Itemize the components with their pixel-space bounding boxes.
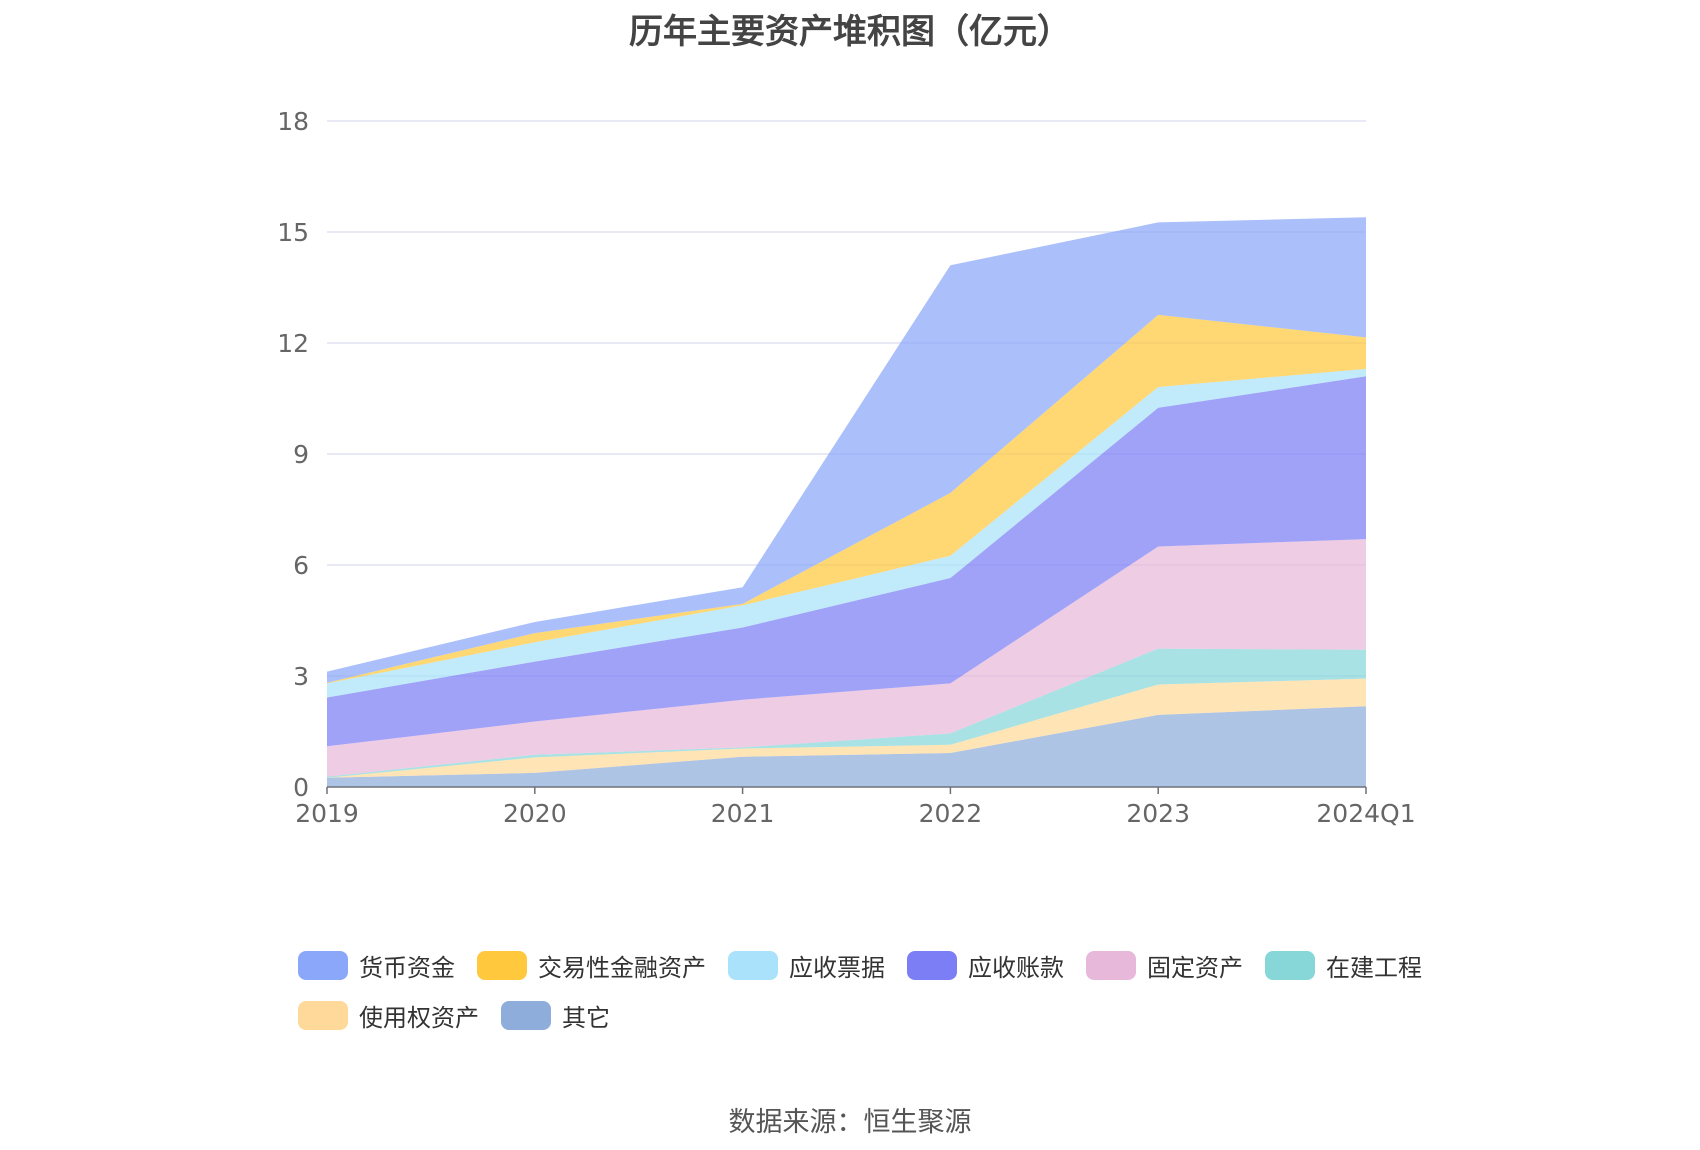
legend-swatch — [501, 1000, 551, 1030]
area-其它 — [327, 706, 1366, 787]
area-在建工程 — [327, 648, 1366, 778]
x-tick-label: 2024Q1 — [1316, 799, 1415, 828]
area-固定资产 — [327, 539, 1366, 777]
legend-label: 固定资产 — [1147, 953, 1243, 982]
area-应收账款 — [327, 376, 1366, 747]
x-tick-label: 2020 — [503, 799, 567, 828]
legend-label: 货币资金 — [359, 953, 455, 982]
legend-swatch — [1265, 950, 1315, 980]
y-tick-label: 6 — [293, 551, 309, 580]
y-tick-label: 0 — [293, 773, 309, 802]
area-series — [327, 217, 1366, 787]
legend-item[interactable]: 在建工程 — [1265, 948, 1422, 982]
y-tick-label: 18 — [277, 107, 309, 136]
area-货币资金 — [327, 217, 1366, 683]
legend-item[interactable]: 其它 — [501, 998, 610, 1032]
chart-title: 历年主要资产堆积图（亿元） — [629, 12, 1071, 52]
x-tick-label: 2022 — [919, 799, 983, 828]
legend-item[interactable]: 交易性金融资产 — [477, 948, 706, 982]
legend-swatch — [298, 1000, 348, 1030]
axes: 0 3 6 9 12 15 18 2019 2020 2021 2022 2023 2024Q1 — [277, 107, 1415, 828]
legend-label: 使用权资产 — [359, 1003, 479, 1032]
y-tick-label: 3 — [293, 662, 309, 691]
legend-swatch — [298, 950, 348, 980]
legend-label: 交易性金融资产 — [538, 953, 706, 982]
legend-label: 应收账款 — [968, 953, 1064, 982]
legend-item[interactable]: 应收账款 — [907, 948, 1064, 982]
legend-label: 其它 — [562, 1003, 610, 1032]
x-tick-label: 2023 — [1126, 799, 1190, 828]
legend-item[interactable]: 固定资产 — [1086, 948, 1243, 982]
area-应收票据 — [327, 368, 1366, 698]
chart-legend: 货币资金 交易性金融资产 应收票据 应收账款 固定资产 在建工程使用权资产 其它 — [298, 948, 1448, 1032]
y-tick-label: 12 — [277, 329, 309, 358]
legend-item[interactable]: 货币资金 — [298, 948, 455, 982]
legend-swatch — [728, 950, 778, 980]
legend-label: 在建工程 — [1326, 953, 1422, 982]
y-tick-label: 9 — [293, 440, 309, 469]
source-note: 数据来源：恒生聚源 — [728, 1107, 972, 1138]
y-tick-label: 15 — [277, 218, 309, 247]
area-交易性金融资产 — [327, 314, 1366, 684]
legend-item[interactable]: 使用权资产 — [298, 998, 479, 1032]
legend-swatch — [907, 950, 957, 980]
x-tick-label: 2019 — [295, 799, 359, 828]
legend-item[interactable]: 应收票据 — [728, 948, 885, 982]
legend-swatch — [477, 950, 527, 980]
legend-label: 应收票据 — [789, 953, 885, 982]
area-使用权资产 — [327, 678, 1366, 778]
legend-swatch — [1086, 950, 1136, 980]
x-tick-label: 2021 — [711, 799, 775, 828]
